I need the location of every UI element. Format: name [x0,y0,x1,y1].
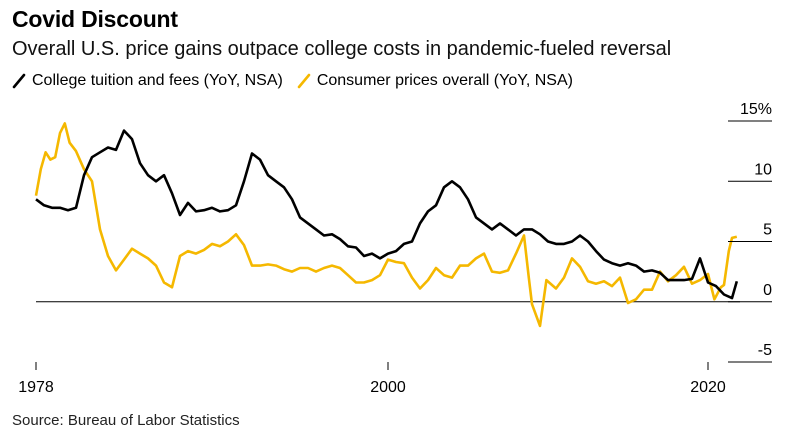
legend-label-tuition: College tuition and fees (YoY, NSA) [32,72,283,89]
x-axis: 1978 2000 2020 [18,362,726,396]
chart-subtitle: Overall U.S. price gains outpace college… [12,38,672,60]
legend-item-tuition: College tuition and fees (YoY, NSA) [12,72,283,90]
series-line-tuition [35,129,739,300]
legend-label-cpi: Consumer prices overall (YoY, NSA) [316,72,573,89]
x-tick-label: 1978 [18,379,54,396]
legend-swatch-tuition [12,73,26,89]
chart-title: Covid Discount [12,6,178,32]
series-line-cpi [34,122,738,328]
legend-item-cpi: Consumer prices overall (YoY, NSA) [297,72,573,90]
y-tick-label: 0 [763,282,772,299]
y-axis: 15% 10 5 0 -5 [728,101,772,363]
y-tick-label: 10 [754,161,772,178]
y-tick-label: 5 [763,222,772,239]
y-tick-label: 15% [740,101,772,118]
x-tick-label: 2000 [370,379,406,396]
x-tick-label: 2020 [690,379,726,396]
legend: College tuition and fees (YoY, NSA) Cons… [12,72,587,90]
source-note: Source: Bureau of Labor Statistics [12,412,240,429]
series-lines [34,122,739,328]
y-tick-label: -5 [758,342,772,359]
legend-swatch-cpi [297,73,311,89]
